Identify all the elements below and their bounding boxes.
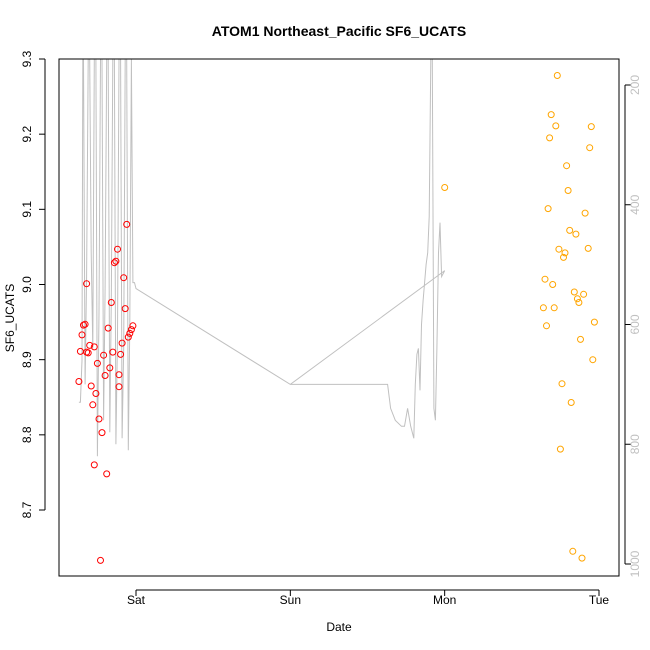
x-axis-label: Date (326, 620, 352, 634)
data-point (129, 322, 137, 330)
data-point (117, 350, 125, 358)
x-axis: Sat Sun Mon Tue (127, 589, 610, 607)
data-point (564, 187, 572, 194)
data-point (567, 399, 575, 406)
y2-axis: 200 400 600 800 1000 (624, 75, 642, 577)
data-point (123, 220, 131, 228)
data-point (581, 209, 589, 217)
data-point (589, 356, 597, 364)
points-layer (75, 72, 598, 564)
data-point (580, 290, 588, 298)
data-point (584, 244, 592, 252)
data-point (549, 281, 557, 288)
data-point (552, 122, 560, 130)
data-point (573, 295, 581, 303)
data-point (121, 305, 129, 313)
data-point (126, 329, 134, 337)
y-tick-label: 8.9 (20, 351, 34, 368)
data-point (112, 257, 120, 265)
data-point (89, 401, 97, 409)
data-point (104, 324, 112, 332)
data-point (543, 322, 550, 330)
y2-tick-label: 800 (628, 434, 642, 454)
data-point (83, 280, 91, 288)
data-point (87, 382, 95, 390)
data-point (92, 390, 100, 397)
data-point (75, 378, 83, 385)
data-point (107, 299, 115, 306)
plot-frame (58, 58, 620, 577)
x-tick-label: Tue (589, 593, 610, 607)
y-axis: 8.7 8.8 8.9 9.0 9.1 9.2 9.3 (20, 50, 46, 518)
data-point (563, 162, 571, 170)
y2-tick-label: 400 (628, 194, 642, 214)
data-point (561, 249, 569, 257)
data-point (124, 333, 132, 341)
y2-tick-label: 200 (628, 75, 642, 95)
profile-line (78, 58, 446, 457)
data-point (566, 226, 574, 234)
x-tick-label: Sat (127, 593, 146, 607)
data-point (127, 326, 135, 334)
data-point (575, 299, 583, 306)
data-point (95, 415, 103, 423)
data-point (93, 359, 101, 367)
chart-title: ATOM1 Northeast_Pacific SF6_UCATS (212, 23, 466, 39)
x-tick-label: Sun (280, 593, 301, 607)
data-point (546, 134, 554, 142)
data-point (103, 470, 111, 478)
data-point (590, 318, 598, 326)
data-point (572, 230, 580, 238)
data-point (97, 556, 104, 564)
y-tick-label: 8.7 (20, 501, 34, 518)
data-point (550, 304, 558, 312)
data-point (114, 245, 121, 253)
data-point (441, 184, 449, 191)
data-point (560, 253, 567, 261)
data-point (553, 72, 561, 79)
data-point (569, 547, 577, 555)
data-point (101, 372, 109, 379)
data-point (555, 245, 563, 253)
data-point (558, 380, 566, 388)
data-point (541, 275, 549, 283)
data-point (90, 343, 98, 351)
y-tick-label: 8.8 (20, 426, 34, 443)
data-point (539, 304, 547, 312)
data-point (544, 205, 552, 213)
data-point (120, 274, 128, 282)
data-point (577, 335, 584, 343)
y-tick-label: 9.1 (20, 201, 34, 218)
data-point (98, 429, 106, 437)
profile-line-layer (78, 58, 446, 457)
y-tick-label: 9.3 (20, 50, 34, 67)
data-point (547, 111, 555, 119)
data-point (81, 320, 89, 328)
data-point (115, 383, 123, 391)
data-point (84, 349, 92, 357)
data-point (556, 445, 564, 453)
data-point (110, 259, 118, 267)
data-point (90, 461, 98, 469)
y2-tick-label: 1000 (628, 550, 642, 577)
data-point (570, 288, 578, 296)
data-point (109, 348, 117, 356)
data-point (118, 339, 126, 347)
data-point (586, 144, 594, 152)
y2-tick-label: 600 (628, 314, 642, 334)
data-point (86, 341, 94, 349)
data-point (78, 331, 86, 339)
data-point (106, 364, 114, 372)
data-point (115, 371, 123, 379)
x-tick-label: Mon (433, 593, 456, 607)
data-point (100, 351, 108, 359)
data-point (587, 123, 595, 131)
y-tick-label: 9.2 (20, 126, 34, 143)
y-axis-label: SF6_UCATS (3, 284, 17, 352)
data-point (578, 554, 586, 562)
y-tick-label: 9.0 (20, 276, 34, 293)
